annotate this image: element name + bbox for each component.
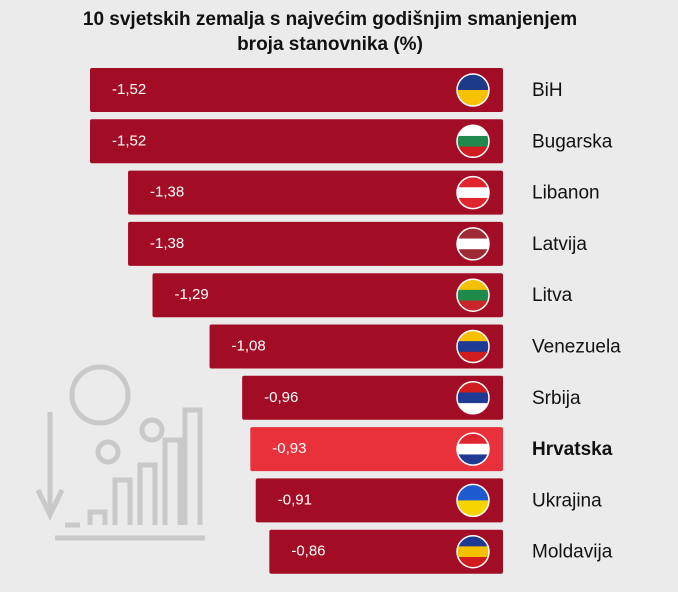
bar: [128, 221, 503, 266]
flag: [457, 227, 489, 260]
bar: [90, 68, 503, 112]
category-label: Venezuela: [532, 337, 621, 358]
flag: [457, 535, 489, 568]
flag: [457, 279, 489, 312]
flag-border: [456, 381, 490, 415]
category-label: Ukrajina: [532, 490, 602, 511]
flag: [457, 74, 489, 106]
flag-border: [456, 73, 490, 107]
value-label: -1,52: [112, 132, 146, 149]
flag: [457, 484, 489, 517]
flag-border: [456, 483, 490, 518]
value-label: -1,52: [112, 81, 146, 98]
value-label: -0,96: [264, 389, 298, 406]
value-label: -0,93: [272, 440, 306, 457]
flag-border: [456, 227, 490, 261]
flag: [457, 433, 489, 466]
flag: [457, 330, 489, 363]
value-label: -1,38: [150, 235, 184, 252]
flag-border: [456, 534, 490, 569]
bar: [152, 273, 504, 318]
bar: [269, 529, 503, 574]
flag: [457, 125, 489, 158]
bar: [209, 324, 504, 369]
bar: [242, 375, 503, 420]
category-label: Libanon: [532, 183, 600, 204]
value-label: -0,91: [278, 491, 312, 508]
value-label: -1,38: [150, 184, 184, 201]
flag-border: [456, 432, 490, 466]
category-label: Bugarska: [532, 131, 613, 152]
category-label: Latvija: [532, 234, 587, 255]
bar: [250, 427, 503, 472]
flag: [457, 176, 489, 209]
bar: [90, 119, 503, 164]
category-label: Hrvatska: [532, 439, 613, 460]
chart-title: broja stanovnika (%): [237, 34, 423, 55]
chart-title: 10 svjetskih zemalja s najvećim godišnji…: [83, 9, 577, 30]
flag-border: [456, 124, 490, 159]
flag-border: [456, 175, 490, 210]
value-label: -1,08: [232, 337, 266, 354]
value-label: -1,29: [174, 286, 208, 303]
flag: [457, 381, 489, 414]
bar: [255, 478, 503, 523]
category-label: Srbija: [532, 388, 581, 409]
bar: [128, 170, 503, 215]
category-label: Moldavija: [532, 542, 613, 563]
category-label: BiH: [532, 80, 563, 101]
flag-border: [456, 278, 490, 312]
value-label: -0,86: [291, 543, 325, 560]
category-label: Litva: [532, 285, 573, 306]
background-icon: [35, 364, 205, 541]
flag-border: [456, 329, 490, 364]
